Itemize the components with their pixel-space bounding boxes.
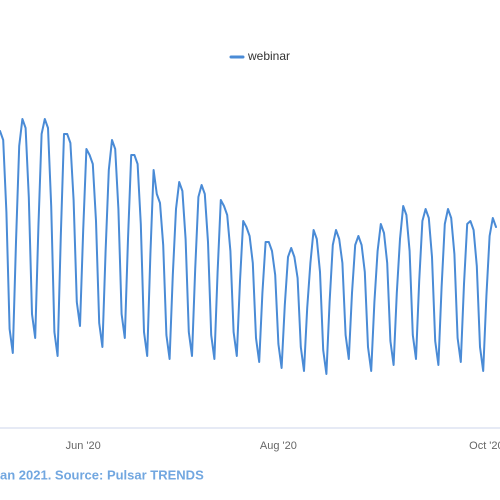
x-tick-label: Oct '20 bbox=[469, 440, 500, 452]
legend: webinar bbox=[229, 49, 290, 63]
x-tick-label: Jun '20 bbox=[66, 440, 101, 452]
legend-label[interactable]: webinar bbox=[247, 49, 290, 63]
source-note: an 2021. Source: Pulsar TRENDS bbox=[0, 467, 204, 482]
data-line bbox=[0, 118, 497, 375]
x-tick-label: Aug '20 bbox=[260, 440, 297, 452]
